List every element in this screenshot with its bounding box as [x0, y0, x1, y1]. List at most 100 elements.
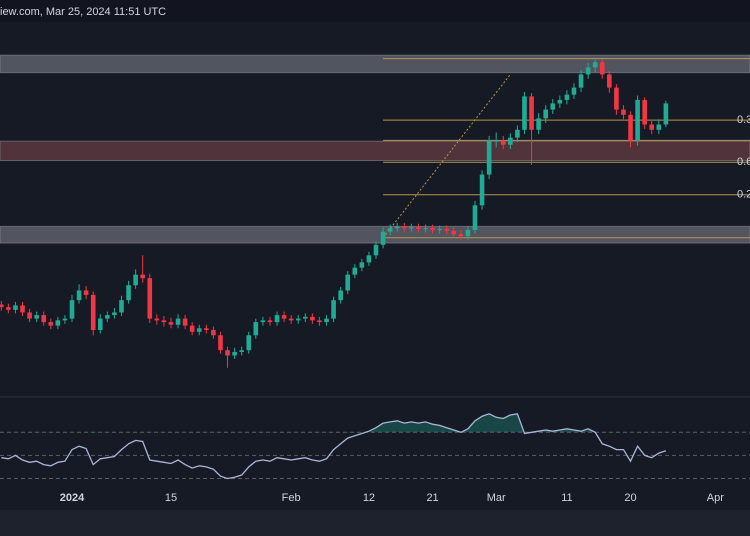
candle-body	[20, 305, 25, 313]
candle-body	[621, 109, 626, 115]
candle-body	[599, 62, 605, 75]
x-tick-label: 2024	[60, 492, 85, 504]
rsi-overbought-fill	[365, 413, 596, 433]
candle-body	[324, 318, 329, 323]
candle-body	[41, 315, 47, 323]
candle-body	[642, 99, 647, 125]
candle-body	[83, 290, 89, 295]
candle-body	[303, 316, 308, 319]
candle-body	[564, 94, 570, 100]
candle-body	[76, 290, 82, 301]
candle-body	[34, 315, 39, 319]
candle-body	[239, 350, 244, 352]
candle-body	[479, 174, 485, 206]
x-tick-label: 21	[426, 492, 438, 504]
candle-body	[147, 278, 153, 319]
candle-body	[154, 318, 160, 321]
candle-body	[409, 227, 414, 229]
candle-body	[522, 96, 527, 130]
candle-body	[246, 335, 252, 351]
candle-body	[592, 62, 598, 68]
candle-body	[387, 228, 393, 232]
candle-body	[536, 118, 541, 130]
candle-body	[140, 274, 145, 279]
candle-body	[571, 87, 577, 95]
candle-body	[161, 320, 167, 323]
candle-body	[472, 205, 478, 230]
candle-body	[557, 99, 563, 104]
candle-body	[13, 305, 18, 310]
candle-body	[48, 322, 54, 326]
x-tick-label: Feb	[282, 492, 301, 504]
candle-body	[295, 318, 301, 321]
candle-body	[359, 262, 365, 268]
candle-body	[274, 315, 280, 323]
candle-body	[0, 304, 4, 308]
x-tick-label: 20	[624, 492, 636, 504]
candle-body	[105, 315, 110, 319]
candle-body	[614, 87, 619, 110]
candle-body	[394, 226, 400, 229]
candle-body	[182, 318, 188, 326]
candle-body	[437, 229, 442, 231]
candle-body	[6, 307, 11, 310]
candle-body	[168, 322, 174, 325]
candle-body	[218, 335, 223, 351]
candle-body	[373, 244, 379, 256]
candle-body	[112, 312, 117, 316]
candle-body	[352, 267, 358, 275]
candle-body	[465, 229, 471, 237]
candle-body	[126, 285, 131, 301]
candle-body	[260, 320, 266, 323]
candle-body	[288, 318, 294, 321]
zone	[0, 54, 750, 74]
candle-body	[649, 124, 655, 130]
candle-body	[69, 300, 75, 319]
candle-body	[635, 99, 640, 141]
candle-body	[55, 320, 61, 326]
candle-body	[366, 255, 372, 263]
candle-body	[585, 67, 591, 75]
candle-body	[380, 231, 386, 245]
x-tick-label: Mar	[487, 492, 506, 504]
candle-body	[578, 74, 584, 88]
zone	[0, 225, 750, 244]
x-tick-label: Apr	[707, 492, 724, 504]
candle-body	[196, 328, 202, 332]
candle-body	[515, 129, 520, 138]
x-tick-label: 12	[363, 492, 375, 504]
candle-body	[133, 274, 138, 286]
candle-body	[225, 350, 230, 356]
candle-body	[27, 312, 32, 319]
candle-body	[458, 234, 464, 237]
candle-body	[529, 96, 534, 130]
candle-body	[607, 74, 612, 88]
candle-body	[267, 320, 273, 323]
footer-bar	[0, 510, 750, 536]
zone	[0, 140, 750, 162]
candle-body	[656, 124, 662, 130]
candle-body	[550, 103, 556, 110]
candle-body	[211, 330, 216, 336]
candle-body	[508, 137, 513, 145]
candle-body	[97, 318, 103, 331]
candle-body	[338, 290, 343, 301]
candle-body	[500, 140, 506, 145]
fib-label: 0.3	[737, 114, 750, 126]
candle-body	[62, 318, 68, 321]
candle-body	[175, 318, 181, 325]
candle-body	[317, 320, 322, 323]
candle-body	[423, 228, 428, 230]
candle-body	[119, 300, 124, 313]
trendline	[382, 74, 511, 239]
fib-label: 0.6	[737, 156, 750, 168]
candle-body	[232, 351, 237, 356]
candle-body	[486, 140, 492, 175]
candle-body	[90, 294, 96, 331]
candle-body	[189, 325, 195, 332]
candle-body	[663, 103, 669, 125]
candle-body	[310, 316, 315, 321]
candle-body	[331, 300, 336, 319]
x-tick-label: 11	[561, 492, 572, 504]
fib-label: 0.2	[737, 189, 750, 201]
